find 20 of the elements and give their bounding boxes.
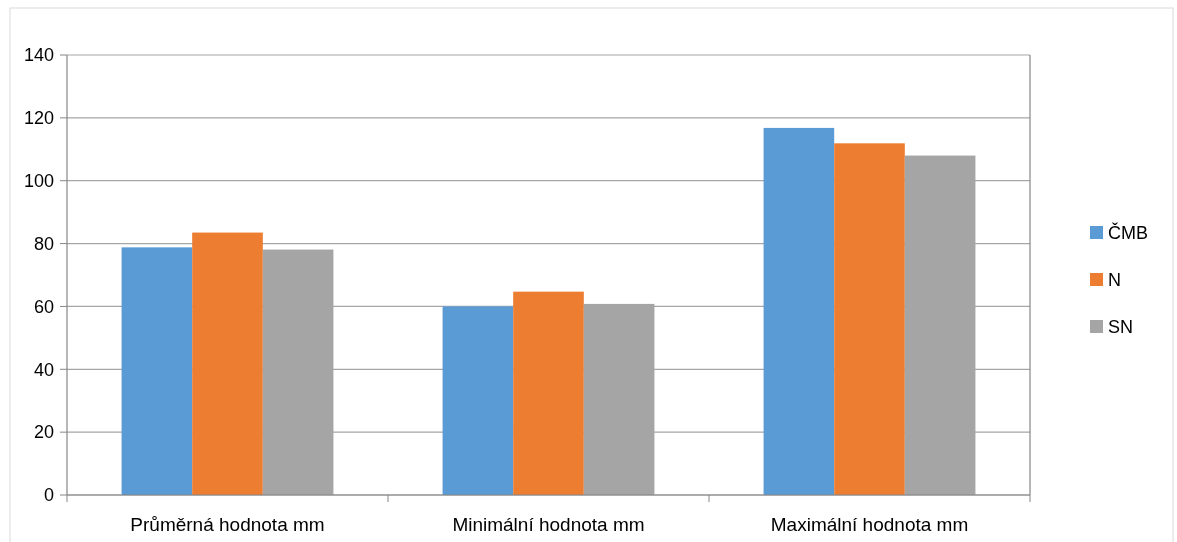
y-tick-label: 120: [23, 108, 54, 129]
y-tick-label: 80: [33, 233, 54, 254]
bar: [121, 247, 193, 495]
legend-label: N: [1108, 270, 1121, 291]
y-tick-label: 20: [33, 422, 54, 443]
y-tick-label: 140: [23, 45, 54, 66]
y-tick-label: 100: [23, 171, 54, 192]
y-tick-label: 40: [33, 359, 54, 380]
bar: [442, 306, 514, 495]
bar: [763, 127, 835, 495]
y-tick-label: 0: [43, 485, 54, 506]
legend-label: SN: [1108, 317, 1134, 338]
bar: [192, 232, 263, 495]
y-tick-label: 60: [33, 296, 54, 317]
bar: [513, 291, 584, 495]
x-tick-label: Průměrná hodnota mm: [130, 514, 325, 535]
legend-label: ČMB: [1108, 222, 1148, 244]
x-tick-label: Minimální hodnota mm: [452, 514, 645, 535]
bar: [834, 143, 905, 495]
x-tick-label: Maximální hodnota mm: [770, 514, 969, 535]
